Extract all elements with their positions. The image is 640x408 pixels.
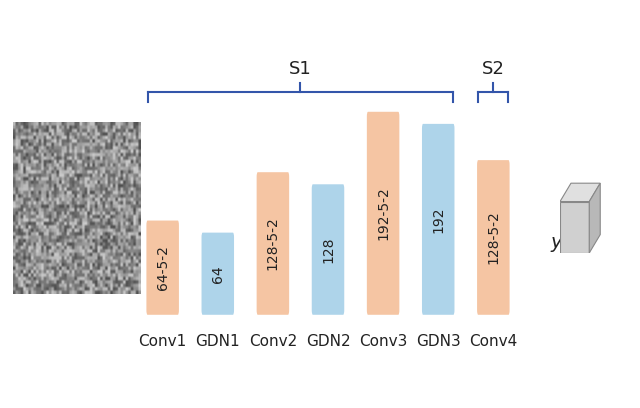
- Text: S1: S1: [289, 60, 312, 78]
- Text: 128-5-2: 128-5-2: [266, 217, 280, 271]
- Text: 64-5-2: 64-5-2: [156, 245, 170, 290]
- Text: 192-5-2: 192-5-2: [376, 186, 390, 240]
- Text: Conv3: Conv3: [359, 334, 407, 349]
- Polygon shape: [589, 183, 600, 253]
- FancyBboxPatch shape: [257, 172, 289, 315]
- Text: 128-5-2: 128-5-2: [486, 211, 500, 264]
- Text: GDN3: GDN3: [416, 334, 461, 349]
- FancyBboxPatch shape: [312, 184, 344, 315]
- FancyBboxPatch shape: [202, 233, 234, 315]
- Text: 192: 192: [431, 206, 445, 233]
- Text: GDN1: GDN1: [195, 334, 240, 349]
- Text: 128: 128: [321, 236, 335, 263]
- Polygon shape: [560, 202, 589, 253]
- Polygon shape: [560, 183, 600, 202]
- Text: Conv2: Conv2: [249, 334, 297, 349]
- Text: S2: S2: [482, 60, 505, 78]
- FancyBboxPatch shape: [422, 124, 454, 315]
- Text: y: y: [551, 233, 563, 252]
- FancyBboxPatch shape: [367, 112, 399, 315]
- Text: GDN2: GDN2: [306, 334, 350, 349]
- FancyBboxPatch shape: [147, 221, 179, 315]
- Text: Conv1: Conv1: [138, 334, 187, 349]
- Text: 64: 64: [211, 265, 225, 282]
- Text: x: x: [96, 269, 108, 288]
- FancyBboxPatch shape: [477, 160, 509, 315]
- Text: Conv4: Conv4: [469, 334, 518, 349]
